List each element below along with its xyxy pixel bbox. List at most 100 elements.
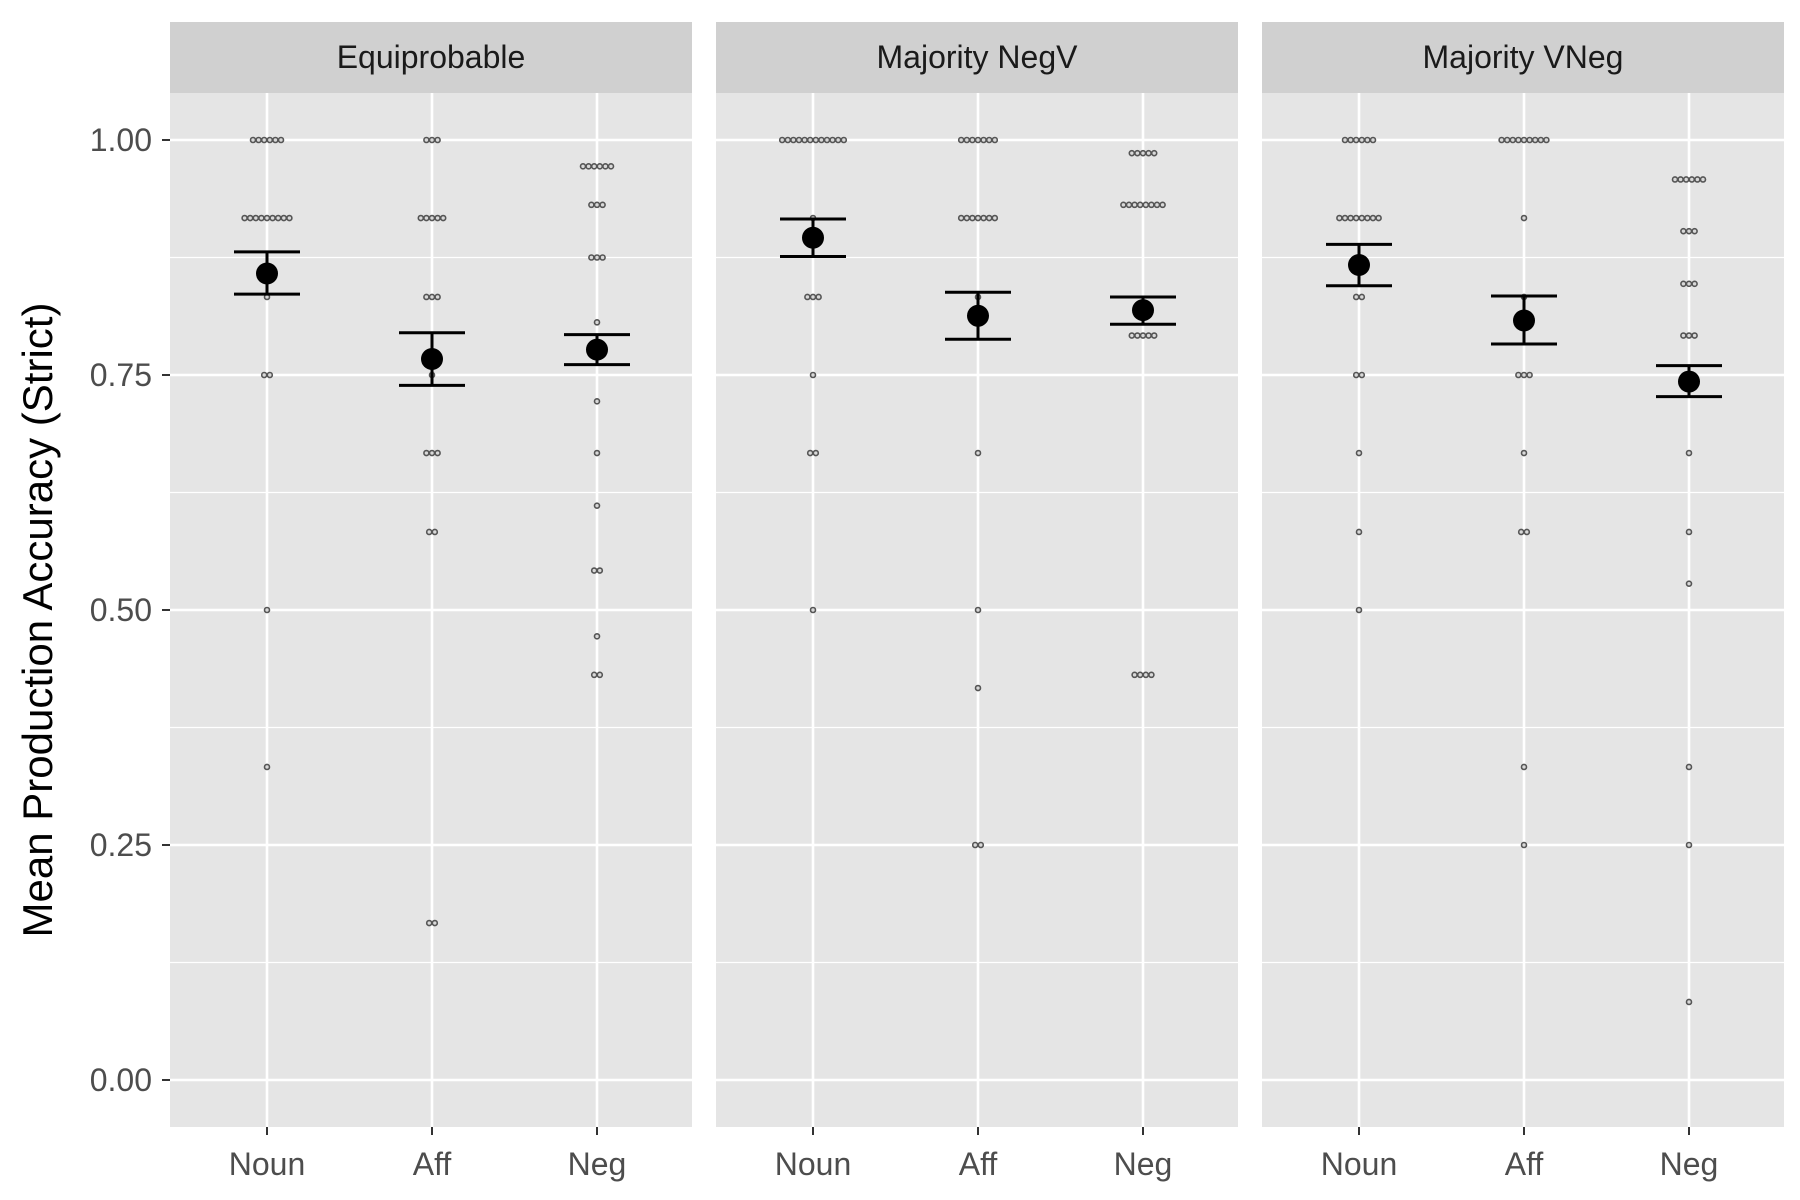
data-point <box>969 136 976 144</box>
data-point <box>1136 671 1144 679</box>
data-point <box>1677 176 1684 183</box>
data-point <box>1355 606 1363 614</box>
data-point <box>1685 227 1693 235</box>
data-point <box>590 163 598 170</box>
data-point <box>1364 214 1371 222</box>
data-point <box>963 214 971 222</box>
data-point <box>588 201 595 209</box>
data-point <box>806 136 814 144</box>
data-point <box>957 136 965 144</box>
data-point <box>985 214 993 222</box>
data-point <box>1520 214 1528 222</box>
data-point <box>784 136 792 144</box>
data-point <box>246 214 254 222</box>
data-point <box>593 201 601 209</box>
data-point <box>579 163 587 170</box>
data-point <box>1503 136 1511 144</box>
data-point <box>258 214 265 222</box>
mean-point <box>1513 309 1535 332</box>
data-point <box>1526 136 1533 144</box>
data-point <box>1142 671 1150 679</box>
data-point <box>425 528 433 536</box>
data-point <box>1509 136 1517 144</box>
mean-point <box>802 226 824 249</box>
data-point <box>593 449 601 457</box>
data-point <box>974 606 982 614</box>
data-point <box>263 763 271 771</box>
data-point <box>1145 332 1152 339</box>
data-point <box>1136 201 1144 209</box>
data-point <box>1120 201 1127 209</box>
data-point <box>1691 332 1698 339</box>
data-point <box>1685 449 1693 457</box>
data-point <box>596 567 604 574</box>
data-point <box>1515 136 1522 144</box>
y-tick-label: 0.25 <box>90 827 152 863</box>
data-point <box>596 163 604 170</box>
data-point <box>593 398 601 405</box>
mean-point <box>1132 299 1154 322</box>
data-point <box>1498 136 1505 144</box>
data-point <box>1159 201 1166 209</box>
data-point <box>1680 280 1687 288</box>
data-point <box>818 136 825 144</box>
data-point <box>1369 214 1377 222</box>
y-axis-title: Mean Production Accuracy (Strict) <box>14 303 61 938</box>
data-point <box>431 919 439 927</box>
x-tick-label: Aff <box>413 1146 452 1182</box>
data-point <box>599 254 606 261</box>
data-point <box>801 136 808 144</box>
data-point <box>815 293 822 301</box>
data-point <box>593 633 601 640</box>
data-point <box>434 214 441 222</box>
data-point <box>1128 149 1136 157</box>
data-point <box>991 136 999 144</box>
mean-point <box>586 338 608 361</box>
x-tick-label: Noun <box>1321 1146 1398 1182</box>
y-axis: 0.00 0.25 0.50 0.75 1.00 <box>90 122 170 1098</box>
facet-title: Majority NegV <box>877 39 1079 75</box>
data-point <box>593 319 601 326</box>
data-point <box>1358 136 1366 144</box>
data-point <box>963 136 971 144</box>
data-point <box>1537 136 1545 144</box>
data-point <box>974 214 982 222</box>
data-point <box>1543 136 1550 144</box>
data-point <box>1531 136 1539 144</box>
data-point <box>1358 293 1366 301</box>
data-point <box>980 214 987 222</box>
mean-point <box>967 304 989 327</box>
data-point <box>1347 214 1354 222</box>
data-point <box>1699 176 1707 183</box>
data-point <box>434 136 441 144</box>
data-point <box>263 214 271 222</box>
data-point <box>1520 449 1528 457</box>
data-point <box>790 136 797 144</box>
data-point <box>274 214 282 222</box>
data-point <box>1153 201 1161 209</box>
mean-point <box>1678 370 1700 393</box>
data-point <box>974 684 982 692</box>
data-point <box>596 671 604 679</box>
data-point <box>431 528 439 536</box>
data-point <box>1358 371 1366 379</box>
x-tick-label: Noun <box>775 1146 852 1182</box>
data-point <box>1682 176 1690 183</box>
data-point <box>588 254 595 261</box>
x-tick-label: Neg <box>568 1146 627 1182</box>
data-point <box>969 214 976 222</box>
data-point <box>272 136 279 144</box>
data-point <box>1145 149 1152 157</box>
data-point <box>1352 136 1360 144</box>
data-point <box>434 449 441 457</box>
facet-panels: Equiprobable Noun Aff Neg Majority NegV Noun A… <box>170 22 1784 1182</box>
data-point <box>1355 449 1363 457</box>
data-point <box>1142 201 1150 209</box>
x-tick-label: Aff <box>1505 1146 1544 1182</box>
data-point <box>428 449 436 457</box>
y-tick-label: 0.50 <box>90 592 152 628</box>
data-point <box>980 136 987 144</box>
data-point <box>252 214 260 222</box>
facet-strip <box>170 22 692 93</box>
data-point <box>1139 149 1147 157</box>
